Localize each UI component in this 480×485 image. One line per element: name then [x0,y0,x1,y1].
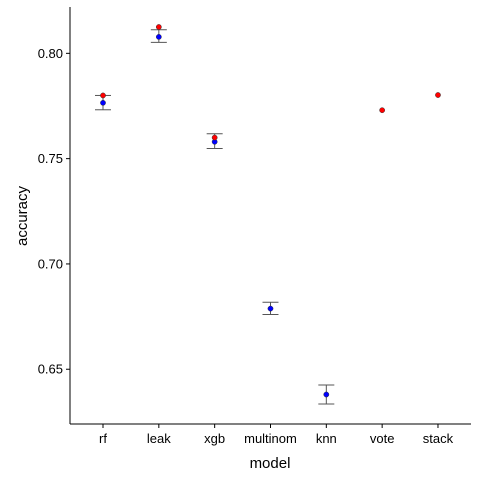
x-ticks: rf leak xgb multinom knn vote stack [99,424,454,446]
x-tick-label: stack [423,431,454,446]
y-axis-label: accuracy [14,185,31,246]
data-point [323,391,330,398]
y-tick-label: 0.80 [38,46,63,61]
y-tick-label: 0.65 [38,362,63,377]
data-point [211,134,218,141]
error-bars [95,29,335,405]
x-tick-label: vote [370,431,395,446]
x-tick-label: rf [99,431,107,446]
data-point [100,99,106,106]
x-tick-label: multinom [244,431,297,446]
y-ticks: 0.65 0.70 0.75 0.80 [38,46,70,377]
axes [69,7,471,425]
data-point [100,92,106,99]
data-point [435,92,441,98]
points [100,24,441,398]
x-tick-label: knn [316,431,337,446]
y-tick-label: 0.70 [38,256,63,271]
x-tick-label: xgb [204,431,225,446]
data-point [155,34,162,40]
data-point [379,107,385,114]
x-tick-label: leak [147,431,171,446]
data-point [267,305,274,312]
x-axis-label: model [250,455,291,472]
y-tick-label: 0.75 [38,151,63,166]
data-point [155,24,162,30]
